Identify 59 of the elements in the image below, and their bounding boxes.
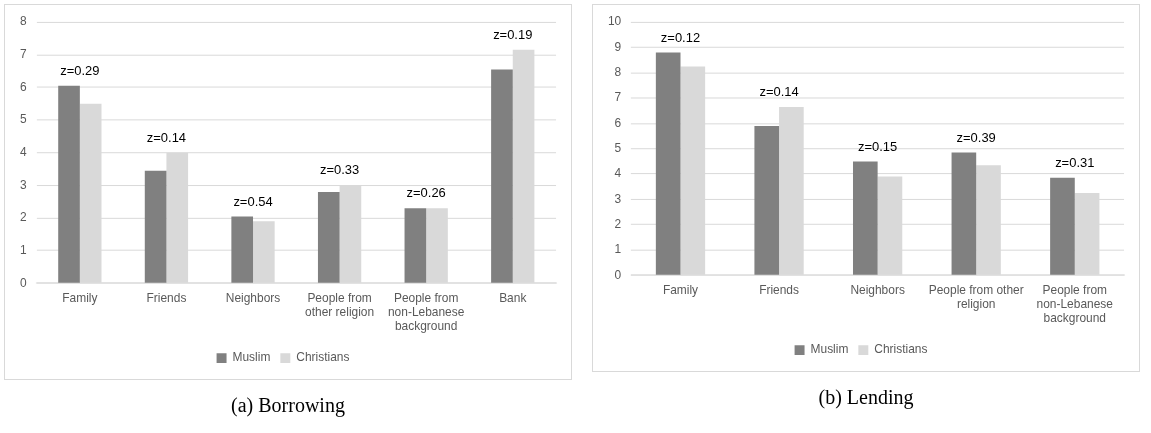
x-tick-label: Friends <box>759 282 800 297</box>
y-tick-label: 1 <box>614 242 622 257</box>
y-tick-label: 6 <box>19 79 27 94</box>
annotation: z=0.14 <box>146 129 187 145</box>
bar <box>1050 177 1075 275</box>
y-tick-label: 5 <box>19 112 27 127</box>
legend-label: Christians <box>296 350 350 365</box>
y-tick-label: 0 <box>614 267 622 282</box>
x-tick-label: People from non-Lebanese background <box>1036 282 1114 326</box>
text: (a) Borrowing <box>231 394 345 417</box>
annotation: z=0.26 <box>406 185 446 201</box>
y-tick-label: 7 <box>19 47 27 62</box>
y-tick-label: 2 <box>19 210 27 225</box>
x-tick-label: People from other religion <box>305 290 375 320</box>
bar <box>655 52 681 275</box>
x-tick-label: Family <box>62 290 98 305</box>
y-tick-label: 1 <box>19 242 27 257</box>
annotation: z=0.39 <box>956 129 996 145</box>
y-tick-label: 3 <box>614 191 622 206</box>
bar <box>404 208 427 283</box>
annotation: z=0.33 <box>319 162 360 178</box>
y-tick-label: 4 <box>19 145 27 159</box>
y-tick-label: 6 <box>614 115 622 130</box>
bar <box>317 191 340 283</box>
annotation: z=0.19 <box>493 27 533 42</box>
y-tick-label: 8 <box>614 65 622 80</box>
y-tick-label: 9 <box>614 39 622 54</box>
y-tick-label: 10 <box>607 14 622 29</box>
x-tick-label: Neighbors <box>850 282 905 297</box>
annotation: z=0.14 <box>759 84 799 100</box>
y-tick-label: 3 <box>19 177 27 192</box>
y-tick-label: 8 <box>19 14 27 29</box>
legend-label: Muslim <box>232 350 271 365</box>
x-tick-label: Family <box>662 282 699 297</box>
x-tick-label: Friends <box>146 290 187 305</box>
annotation: z=0.29 <box>60 62 100 78</box>
y-tick-label: 2 <box>614 216 622 231</box>
y-tick-label: 7 <box>614 90 622 105</box>
bar <box>491 69 513 283</box>
bar <box>951 152 977 275</box>
y-tick-label: 0 <box>19 275 27 290</box>
y-tick-label: 5 <box>614 141 622 156</box>
annotation: z=0.15 <box>858 138 898 154</box>
bar <box>231 216 254 283</box>
y-tick-label: 4 <box>614 166 622 181</box>
x-tick-label: People from other religion <box>928 282 1024 312</box>
annotation: z=0.31 <box>1055 154 1095 170</box>
bar <box>144 170 167 283</box>
bar <box>58 85 80 283</box>
legend-label: Muslim <box>810 342 849 357</box>
bar <box>852 161 878 275</box>
annotation: z=0.54 <box>233 193 273 209</box>
x-tick-label: People from non-Lebanese background <box>387 290 465 334</box>
text: (b) Lending <box>818 386 914 409</box>
x-tick-label: Neighbors <box>225 290 281 305</box>
legend-label: Christians <box>874 342 928 357</box>
x-tick-label: Bank <box>499 290 527 305</box>
annotation: z=0.12 <box>660 29 701 45</box>
bar <box>754 125 780 275</box>
